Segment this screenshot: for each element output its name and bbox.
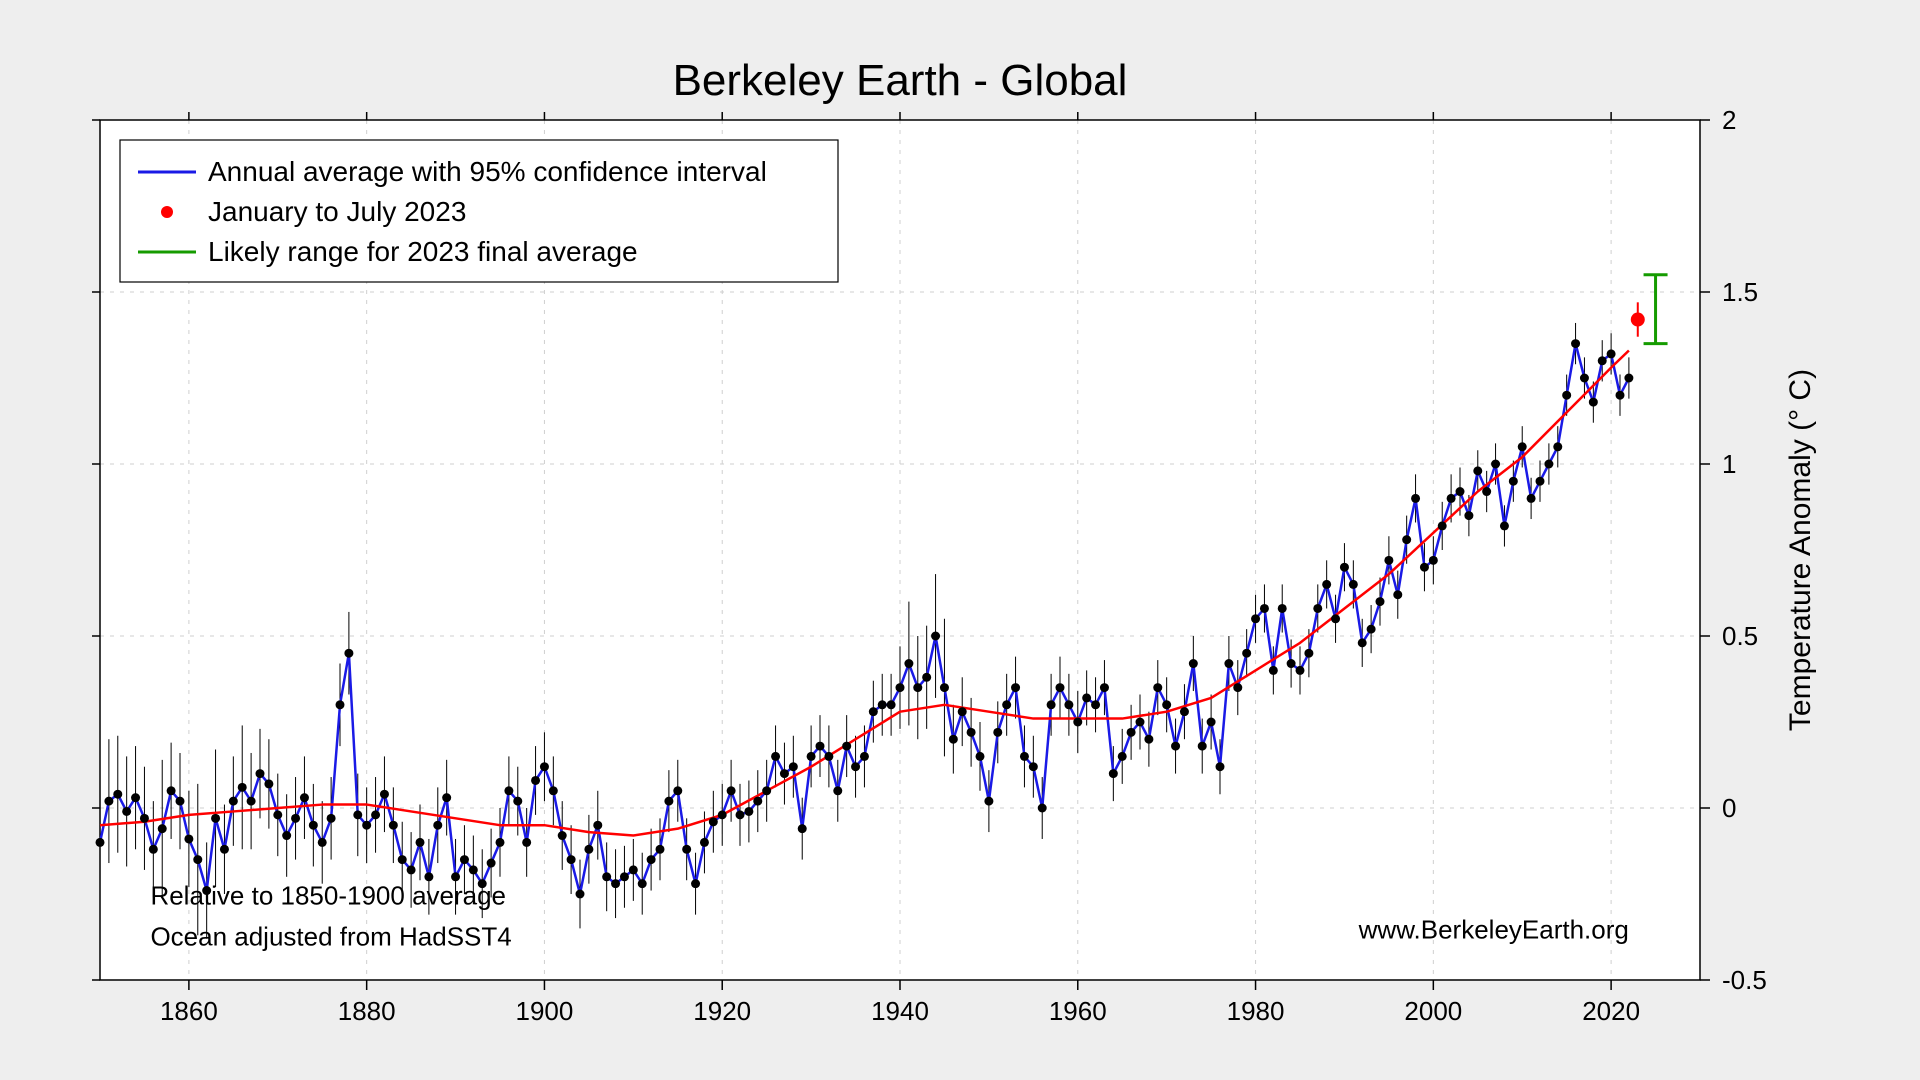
y-tick-label: 1.5 bbox=[1722, 277, 1758, 307]
note-1: Ocean adjusted from HadSST4 bbox=[150, 922, 511, 952]
x-tick-label: 1980 bbox=[1227, 996, 1285, 1026]
x-tick-label: 2020 bbox=[1582, 996, 1640, 1026]
y-tick-label: 0 bbox=[1722, 793, 1736, 823]
note-0: Relative to 1850-1900 average bbox=[150, 880, 506, 910]
legend-label-1: January to July 2023 bbox=[208, 196, 466, 227]
y-axis-label: Temperature Anomaly (° C) bbox=[1784, 369, 1817, 731]
x-tick-label: 1860 bbox=[160, 996, 218, 1026]
x-tick-label: 1920 bbox=[693, 996, 751, 1026]
jul2023-dot bbox=[1631, 313, 1645, 327]
x-tick-label: 1940 bbox=[871, 996, 929, 1026]
y-tick-label: 0.5 bbox=[1722, 621, 1758, 651]
x-tick-label: 2000 bbox=[1404, 996, 1462, 1026]
x-tick-label: 1880 bbox=[338, 996, 396, 1026]
chart-container: 1860 1880 1900 1920 1940 1960 1980 2000 2020 -0.5… bbox=[0, 0, 1920, 1080]
chart-svg: 1860 1880 1900 1920 1940 1960 1980 2000 2020 -0.5… bbox=[0, 0, 1920, 1080]
y-tick-label: 1 bbox=[1722, 449, 1736, 479]
legend-label-0: Annual average with 95% confidence inter… bbox=[208, 156, 767, 187]
y-tick-label: -0.5 bbox=[1722, 965, 1767, 995]
y-tick-label: 2 bbox=[1722, 105, 1736, 135]
x-tick-label: 1960 bbox=[1049, 996, 1107, 1026]
chart-title: Berkeley Earth - Global bbox=[673, 56, 1128, 105]
legend: Annual average with 95% confidence inter… bbox=[120, 140, 838, 282]
legend-label-2: Likely range for 2023 final average bbox=[208, 236, 638, 267]
x-tick-label: 1900 bbox=[516, 996, 574, 1026]
attribution: www.BerkeleyEarth.org bbox=[1358, 915, 1629, 945]
